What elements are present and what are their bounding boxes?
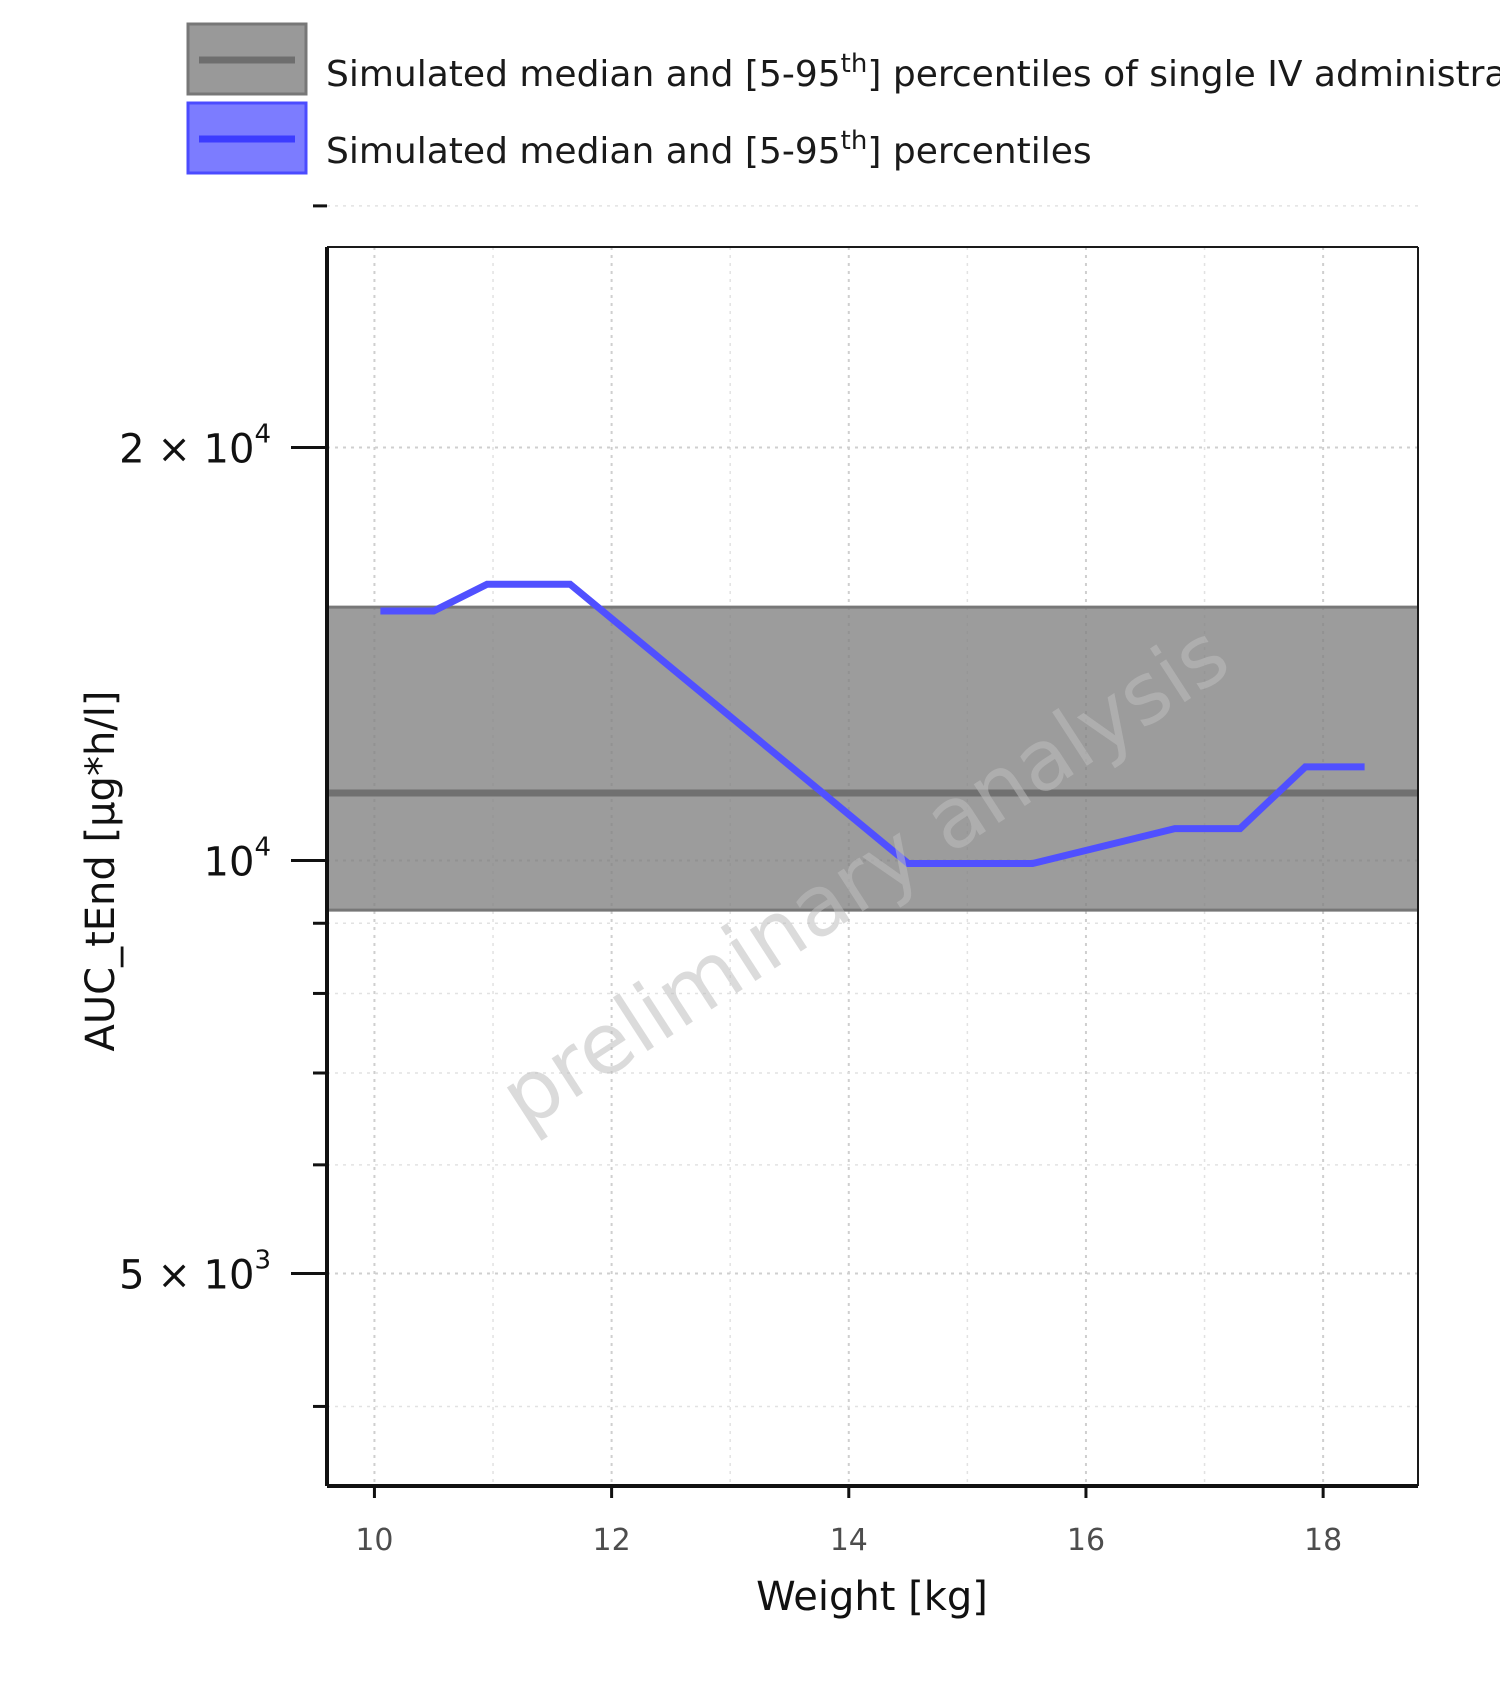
x-tick-label: 16 xyxy=(1067,1523,1105,1558)
y-tick-label-mantissa: 10 xyxy=(204,839,255,885)
plot-frame xyxy=(325,246,1419,1488)
legend-item-simulated: Simulated median and [5-95th] percentile… xyxy=(186,101,1092,175)
reference-band xyxy=(327,605,1418,912)
y-tick-label-mantissa: 2 × 10 xyxy=(119,426,254,472)
y-tick-label-exponent: 4 xyxy=(254,419,271,449)
legend-label-reference: Simulated median and [5-95th] percentile… xyxy=(326,49,1500,95)
y-tick-label-exponent: 4 xyxy=(254,832,271,862)
y-tick-label: 104 xyxy=(204,832,271,885)
legend-item-reference: Simulated median and [5-95th] percentile… xyxy=(186,22,1500,96)
y-tick-label-exponent: 3 xyxy=(254,1245,271,1275)
x-tick-label: 12 xyxy=(593,1523,631,1558)
x-axis-title: Weight [kg] xyxy=(756,1574,988,1620)
y-tick-label: 5 × 103 xyxy=(119,1245,271,1298)
legend-label-simulated: Simulated median and [5-95th] percentile… xyxy=(326,126,1092,172)
grid xyxy=(327,205,1418,1486)
legend: Simulated median and [5-95th] percentile… xyxy=(186,22,1500,175)
series xyxy=(380,580,1365,867)
y-axis-title: AUC_tEnd [µg*h/l] xyxy=(78,691,124,1052)
y-tick-label: 2 × 104 xyxy=(119,419,271,472)
x-tick-label: 18 xyxy=(1304,1523,1342,1558)
x-axis: 10 12 14 16 18 xyxy=(355,1486,1342,1558)
reference-band-area xyxy=(327,607,1418,911)
y-tick-label-mantissa: 5 × 10 xyxy=(119,1252,254,1298)
x-tick-label: 14 xyxy=(830,1523,868,1558)
x-tick-label: 10 xyxy=(355,1523,393,1558)
series-median-line xyxy=(380,580,1365,867)
